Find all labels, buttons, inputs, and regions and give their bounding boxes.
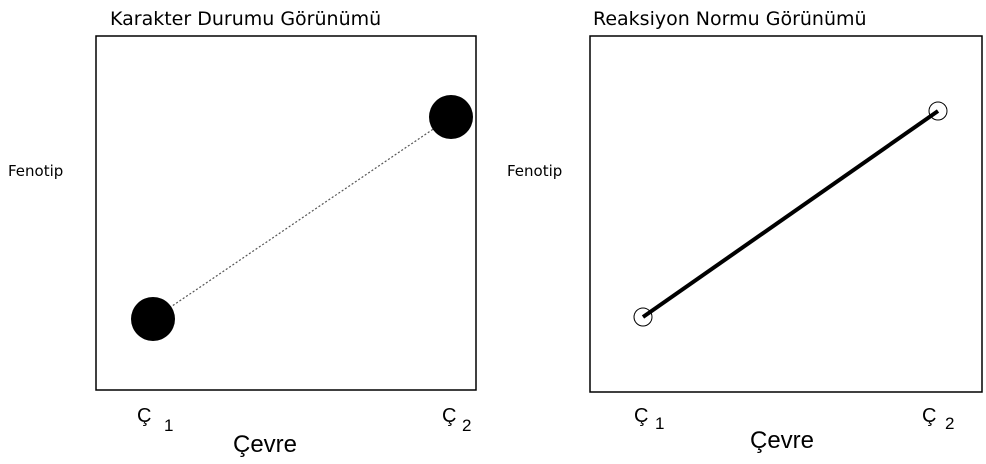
point	[928, 101, 948, 121]
x-label: Çevre	[750, 427, 814, 454]
x-point-letter: Ç	[922, 405, 936, 427]
x-point-letter: Ç	[137, 405, 151, 427]
x-point-index: 1	[655, 414, 664, 433]
x-point-index: 2	[945, 414, 954, 433]
x-point-letter: Ç	[634, 405, 648, 427]
point	[429, 95, 473, 139]
x-point-letter: Ç	[442, 405, 456, 427]
x-point-index: 2	[462, 416, 471, 435]
panel-frame	[95, 35, 477, 391]
panel-frame	[589, 35, 983, 393]
connector	[152, 116, 452, 320]
point	[131, 297, 175, 341]
panel-title: Reaksiyon Normu Görünümü	[593, 8, 867, 30]
y-label: Fenotip	[8, 162, 63, 180]
x-label: Çevre	[233, 431, 297, 458]
y-label: Fenotip	[507, 162, 562, 180]
panel-title: Karakter Durumu Görünümü	[110, 8, 381, 30]
x-point-index: 1	[164, 416, 173, 435]
reaction-norm	[641, 109, 940, 319]
point	[633, 307, 653, 327]
